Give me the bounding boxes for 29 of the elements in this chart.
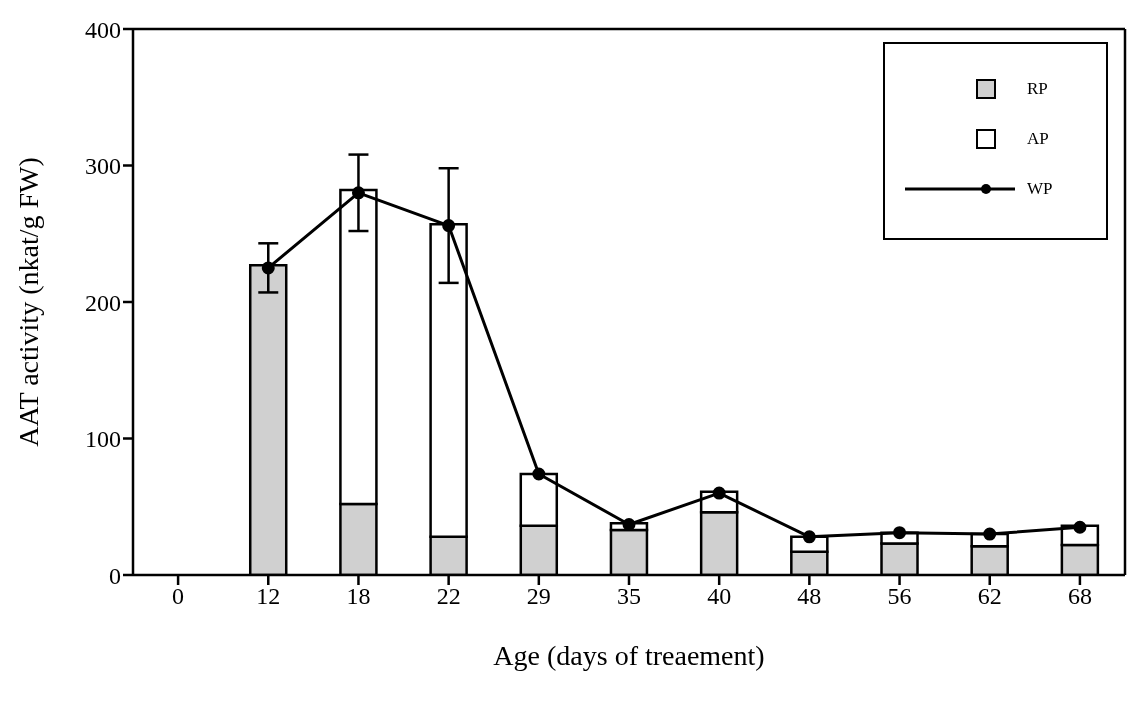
x-tick-label: 22 [436, 583, 461, 610]
x-tick-label: 18 [346, 583, 371, 610]
x-tick-label: 56 [887, 583, 912, 610]
point [442, 219, 456, 233]
x-tick-label: 40 [707, 583, 732, 610]
point [532, 467, 546, 481]
legend-label: WP [1027, 179, 1053, 199]
point [622, 518, 636, 531]
y-tick-label: 0 [109, 562, 121, 589]
x-tick-label: 62 [977, 583, 1002, 610]
legend-label: RP [1027, 79, 1048, 99]
y-tick-label: 100 [85, 426, 121, 453]
point [351, 186, 365, 200]
x-axis-title: Age (days of treaement) [493, 640, 765, 671]
legend-label: AP [1027, 129, 1049, 149]
x-tick-label: 0 [172, 583, 185, 610]
x-tick-label: 35 [617, 583, 641, 610]
y-axis-title: AAT activity (nkat/g FW) [12, 157, 44, 447]
y-tick-label: 200 [85, 289, 121, 316]
point [1073, 520, 1087, 534]
x-tick-label: 12 [256, 583, 281, 610]
y-tick-label: 300 [85, 153, 121, 180]
y-tick-label: 400 [85, 16, 121, 43]
point [261, 261, 275, 275]
x-tick-label: 48 [797, 583, 822, 610]
x-tick-label: 29 [526, 583, 551, 610]
point [712, 486, 726, 500]
x-tick-label: 68 [1067, 583, 1092, 610]
point [893, 526, 907, 540]
